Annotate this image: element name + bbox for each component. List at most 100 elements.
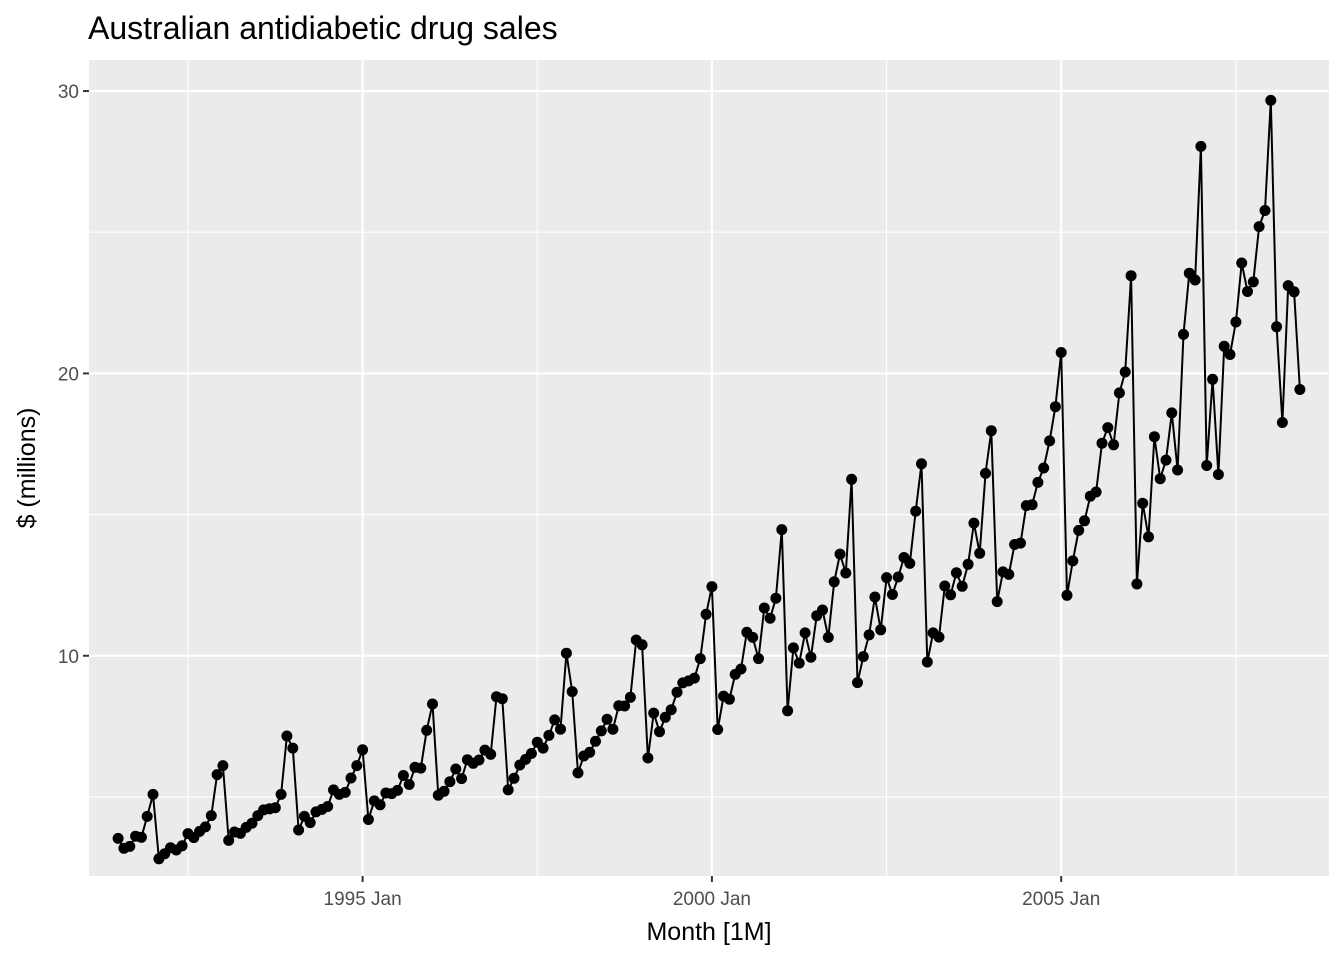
data-point	[793, 657, 805, 669]
data-point	[869, 591, 881, 603]
data-point	[473, 754, 485, 766]
data-point	[910, 505, 922, 517]
data-point	[403, 779, 415, 790]
data-point	[1230, 316, 1242, 328]
data-point	[636, 639, 648, 651]
data-point	[875, 624, 887, 636]
data-point	[939, 580, 951, 592]
data-point	[892, 571, 904, 583]
data-point	[1102, 422, 1114, 434]
data-point	[566, 686, 578, 698]
data-point	[1178, 328, 1189, 340]
y-tick-label: 20	[58, 364, 79, 385]
data-point	[351, 760, 363, 772]
data-point	[857, 651, 869, 663]
data-point	[758, 602, 770, 614]
data-point	[560, 647, 572, 659]
data-point	[1218, 340, 1230, 352]
data-point	[828, 576, 840, 588]
data-point	[572, 767, 584, 779]
data-point	[1125, 270, 1137, 282]
data-point	[968, 517, 980, 529]
data-point	[124, 840, 136, 852]
data-point	[945, 589, 957, 601]
series-points-group	[112, 94, 1306, 865]
data-point	[421, 724, 433, 736]
data-point	[1148, 431, 1160, 443]
data-point	[339, 786, 351, 798]
data-point	[787, 642, 799, 654]
data-point	[147, 788, 159, 800]
data-point	[1224, 349, 1236, 360]
data-point	[275, 788, 287, 800]
data-point	[1015, 537, 1026, 549]
data-point	[776, 524, 788, 536]
data-point	[322, 801, 334, 812]
data-point	[1265, 94, 1277, 106]
data-point	[1201, 460, 1213, 471]
data-point	[537, 742, 549, 754]
data-point	[723, 693, 735, 705]
data-point	[834, 548, 846, 560]
data-point	[304, 817, 316, 829]
data-point	[654, 726, 665, 738]
data-point	[1242, 286, 1253, 297]
data-point	[374, 799, 386, 811]
data-point	[1143, 531, 1154, 543]
x-tick-label: 2000 Jan	[673, 889, 751, 910]
data-point	[694, 653, 706, 665]
x-tick-label: 1995 Jan	[324, 889, 402, 910]
data-point	[357, 744, 369, 756]
y-tick-label: 30	[58, 82, 79, 103]
data-point	[852, 677, 863, 689]
data-point	[508, 772, 520, 784]
x-axis: 1995 Jan 2000 Jan 2005 Jan	[324, 876, 1100, 910]
data-point	[840, 567, 852, 579]
data-point	[141, 810, 153, 822]
data-point	[1166, 407, 1178, 419]
data-point	[450, 763, 462, 775]
data-point	[555, 723, 566, 735]
data-point	[624, 691, 636, 703]
data-point	[764, 612, 776, 624]
data-point	[293, 824, 305, 836]
data-point	[427, 698, 438, 710]
data-point	[1212, 469, 1224, 480]
data-point	[1049, 401, 1061, 413]
data-point	[805, 651, 817, 663]
data-point	[822, 631, 834, 643]
data-point	[1044, 435, 1056, 447]
data-point	[362, 814, 374, 825]
data-point	[584, 746, 596, 758]
data-point	[659, 711, 671, 723]
data-point	[846, 473, 858, 485]
data-point	[735, 663, 747, 675]
data-point	[753, 653, 764, 665]
data-point	[1032, 476, 1044, 488]
data-point	[595, 725, 607, 737]
data-point	[747, 631, 759, 643]
data-point	[1067, 555, 1079, 567]
data-point	[590, 735, 601, 747]
data-point	[199, 821, 211, 833]
chart-title: Australian antidiabetic drug sales	[88, 10, 558, 46]
data-point	[916, 458, 927, 470]
data-point	[205, 810, 217, 822]
data-point	[991, 596, 1003, 608]
data-point	[974, 547, 986, 559]
data-point	[700, 608, 712, 620]
data-point	[1113, 387, 1125, 399]
data-point	[782, 705, 794, 717]
data-point	[1253, 221, 1265, 233]
data-point	[665, 704, 677, 716]
data-point	[648, 707, 660, 719]
data-point	[1294, 384, 1306, 395]
data-point	[1137, 497, 1149, 509]
data-point	[921, 656, 933, 668]
data-point	[1055, 347, 1067, 358]
data-point	[904, 557, 916, 569]
data-point	[1090, 486, 1102, 498]
data-point	[1073, 524, 1085, 536]
